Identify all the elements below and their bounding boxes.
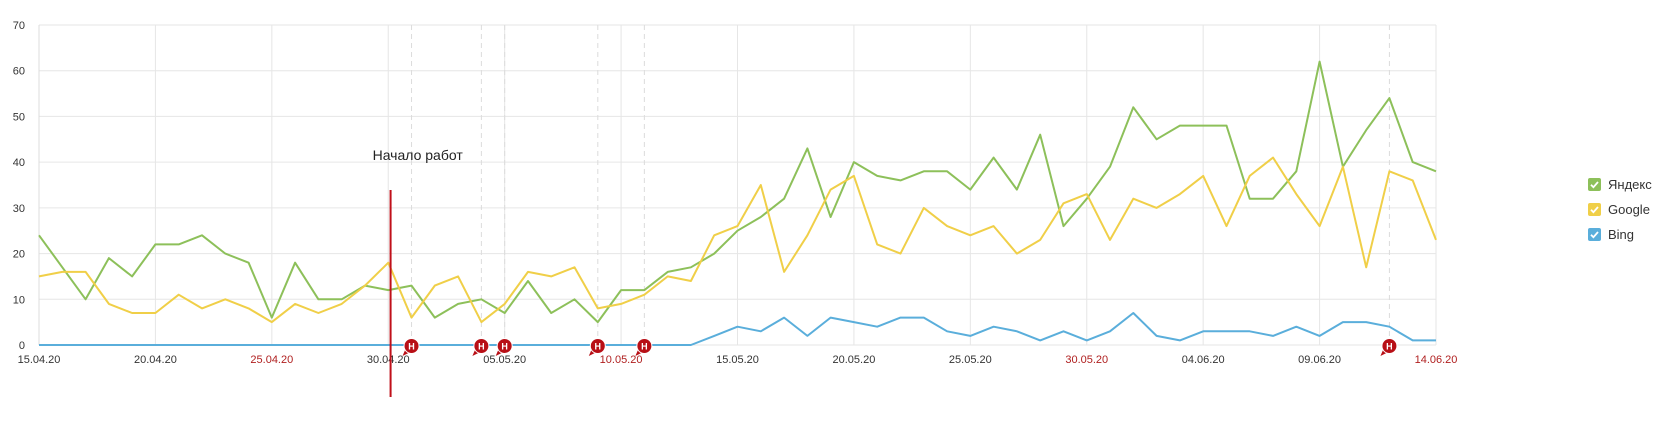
- y-tick-label: 0: [19, 340, 25, 352]
- series-line-google: [38, 156, 1437, 324]
- legend-item-yandex[interactable]: Яндекс: [1588, 172, 1652, 197]
- y-tick-label: 20: [13, 249, 25, 261]
- marker-tail: [402, 349, 411, 356]
- y-tick-label: 30: [13, 203, 25, 215]
- event-marker-label: H: [501, 342, 508, 352]
- legend-label-yandex: Яндекс: [1608, 177, 1652, 192]
- event-marker-label: H: [1386, 342, 1393, 352]
- event-marker: [473, 338, 490, 354]
- series-line-яндекс: [38, 60, 1437, 324]
- marker-tail: [588, 349, 597, 356]
- check-icon: [1588, 203, 1601, 216]
- x-tick-label: 20.05.20: [833, 354, 876, 366]
- legend-item-google[interactable]: Google: [1588, 197, 1652, 222]
- y-tick-label: 60: [13, 66, 25, 78]
- x-tick-label: 30.04.20: [367, 354, 410, 366]
- y-tick-label: 40: [13, 157, 25, 169]
- marker-tail: [472, 349, 481, 356]
- event-marker-label: H: [595, 342, 602, 352]
- legend-label-google: Google: [1608, 202, 1650, 217]
- event-marker: [1381, 338, 1398, 354]
- check-icon: [1588, 178, 1601, 191]
- x-tick-label: 25.04.20: [250, 354, 293, 366]
- x-tick-label: 20.04.20: [134, 354, 177, 366]
- x-tick-label: 09.06.20: [1298, 354, 1341, 366]
- x-tick-label: 10.05.20: [600, 354, 643, 366]
- marker-tail: [1380, 349, 1389, 356]
- marker-tail: [495, 349, 504, 356]
- event-marker: [636, 338, 653, 354]
- event-marker: [496, 338, 513, 354]
- x-tick-label: 15.04.20: [18, 354, 61, 366]
- annotation-label: Начало работ: [373, 147, 464, 163]
- x-tick-label: 25.05.20: [949, 354, 992, 366]
- event-marker-label: H: [408, 342, 415, 352]
- chart-legend: Яндекс Google Bing: [1588, 172, 1652, 247]
- y-tick-label: 70: [13, 20, 25, 32]
- event-marker: [589, 338, 606, 354]
- marker-tail: [635, 349, 644, 356]
- y-tick-label: 50: [13, 111, 25, 123]
- x-tick-label: 05.05.20: [483, 354, 526, 366]
- x-tick-label: 30.05.20: [1065, 354, 1108, 366]
- y-tick-label: 10: [13, 294, 25, 306]
- series-line-bing: [39, 312, 1436, 346]
- legend-item-bing[interactable]: Bing: [1588, 222, 1652, 247]
- legend-label-bing: Bing: [1608, 227, 1635, 242]
- check-icon: [1588, 228, 1601, 241]
- x-tick-label: 15.05.20: [716, 354, 759, 366]
- x-tick-label: 04.06.20: [1182, 354, 1225, 366]
- event-marker-label: H: [641, 342, 648, 352]
- event-marker: [403, 338, 420, 354]
- x-tick-label: 14.06.20: [1415, 354, 1458, 366]
- event-marker-label: H: [478, 342, 485, 352]
